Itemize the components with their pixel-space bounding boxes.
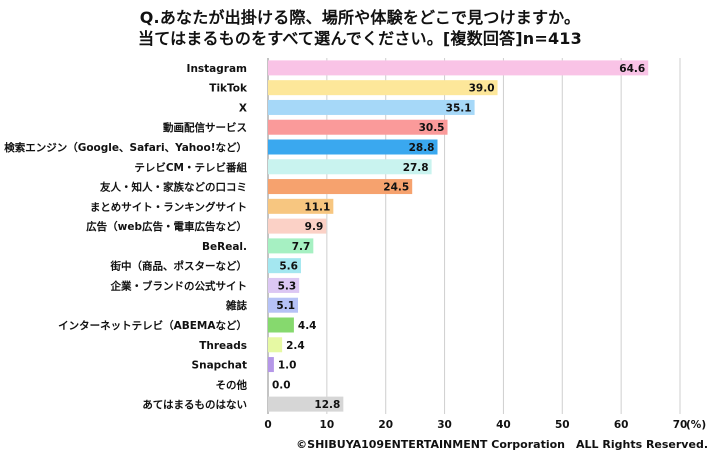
bar bbox=[268, 198, 334, 214]
bar bbox=[268, 159, 432, 175]
value-label: 11.1 bbox=[304, 201, 330, 213]
x-tick-label: 30 bbox=[437, 419, 452, 431]
category-label: BeReal. bbox=[202, 241, 247, 253]
bar bbox=[268, 119, 448, 135]
bar bbox=[268, 60, 649, 76]
x-tick-label: 60 bbox=[614, 419, 629, 431]
value-label: 1.0 bbox=[278, 360, 297, 372]
category-label: 検索エンジン（Google、Safari、Yahoo!など） bbox=[4, 141, 247, 154]
category-label: Snapchat bbox=[192, 360, 247, 372]
category-label: Threads bbox=[199, 340, 247, 352]
x-axis-unit: (%) bbox=[686, 419, 706, 431]
bar bbox=[268, 258, 301, 274]
value-label: 0.0 bbox=[272, 379, 291, 391]
value-label: 39.0 bbox=[469, 83, 495, 95]
value-label: 35.1 bbox=[446, 102, 472, 114]
category-label: 友人・知人・家族などの口コミ bbox=[99, 181, 247, 194]
x-tick-label: 50 bbox=[555, 419, 570, 431]
value-label: 24.5 bbox=[383, 182, 409, 194]
category-label: 雑誌 bbox=[225, 299, 247, 312]
category-label: 動画配信サービス bbox=[163, 121, 247, 134]
x-tick-label: 20 bbox=[378, 419, 393, 431]
bar bbox=[268, 297, 299, 313]
bar bbox=[268, 337, 283, 353]
bar bbox=[268, 99, 475, 115]
value-label: 5.1 bbox=[276, 300, 295, 312]
value-label: 5.3 bbox=[278, 280, 297, 292]
category-label: 街中（商品、ポスターなど） bbox=[110, 260, 248, 273]
value-label: 64.6 bbox=[619, 63, 645, 75]
x-tick-label: 0 bbox=[264, 419, 271, 431]
value-label: 27.8 bbox=[403, 162, 429, 174]
bar bbox=[268, 277, 300, 293]
value-label: 12.8 bbox=[314, 399, 340, 411]
category-label: TikTok bbox=[209, 83, 248, 95]
x-tick-label: 70 bbox=[673, 419, 688, 431]
x-tick-label: 40 bbox=[496, 419, 511, 431]
bar bbox=[268, 396, 344, 412]
category-label: あてはまるものはない bbox=[142, 398, 247, 411]
value-label: 28.8 bbox=[409, 142, 435, 154]
x-tick-label: 10 bbox=[320, 419, 335, 431]
bar bbox=[268, 179, 413, 195]
value-label: 30.5 bbox=[419, 122, 445, 134]
value-label: 7.7 bbox=[292, 241, 311, 253]
chart-title-instruction: 当てはまるものをすべて選んでください。[複数回答]n=413 bbox=[138, 29, 582, 48]
value-label: 9.9 bbox=[305, 221, 324, 233]
bar bbox=[268, 218, 327, 234]
category-label: インターネットテレビ（ABEMAなど） bbox=[58, 319, 247, 332]
bar bbox=[268, 317, 294, 333]
bar bbox=[268, 357, 274, 373]
bar bbox=[268, 80, 498, 96]
category-label: テレビCM・テレビ番組 bbox=[134, 161, 247, 174]
category-label: X bbox=[239, 102, 247, 114]
copyright-notice: ©SHIBUYA109ENTERTAINMENT Corporation ALL… bbox=[296, 438, 708, 451]
value-label: 2.4 bbox=[286, 340, 305, 352]
value-label: 5.6 bbox=[279, 261, 298, 273]
category-label: まとめサイト・ランキングサイト bbox=[90, 200, 247, 213]
bar bbox=[268, 238, 314, 254]
bar bbox=[268, 139, 438, 155]
category-label: Instagram bbox=[187, 63, 248, 75]
category-label: 広告（web広告・電車広告など） bbox=[86, 220, 247, 233]
chart-title-question: Q.あなたが出掛ける際、場所や体験をどこで見つけますか。 bbox=[139, 8, 581, 27]
category-label: その他 bbox=[216, 378, 248, 391]
category-label: 企業・ブランドの公式サイト bbox=[110, 279, 248, 292]
value-label: 4.4 bbox=[298, 320, 317, 332]
